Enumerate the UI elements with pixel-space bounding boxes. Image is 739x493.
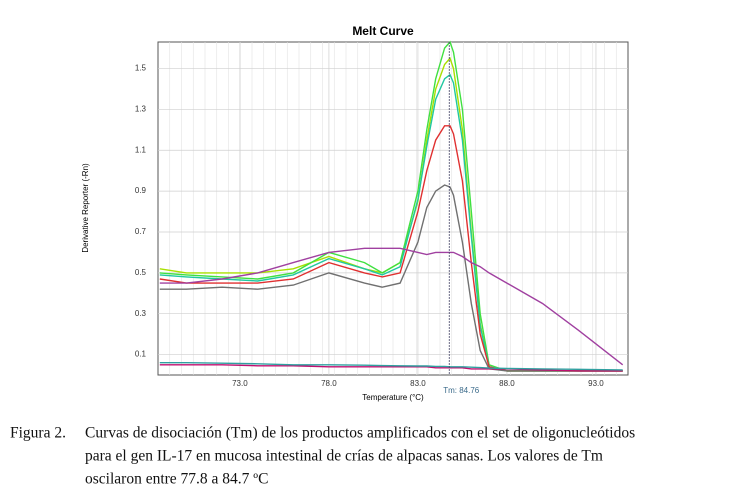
caption-line: oscilaron entre 77.8 a 84.7 ºC xyxy=(85,471,268,488)
x-tick-label: 78.0 xyxy=(321,379,337,388)
melt-curve xyxy=(159,40,623,372)
caption-label: Figura 2. xyxy=(10,425,66,442)
chart-title: Melt Curve xyxy=(352,24,414,38)
y-tick-label: 1.3 xyxy=(135,105,147,114)
y-tick-label: 0.9 xyxy=(135,186,147,195)
x-tick-label: 93.0 xyxy=(588,379,604,388)
y-tick-label: 0.7 xyxy=(135,227,147,236)
x-tick-label: 83.0 xyxy=(410,379,426,388)
y-tick-label: 0.5 xyxy=(135,268,147,277)
tm-label: Tm: 84.76 xyxy=(443,386,480,395)
caption-line: Curvas de disociación (Tm) de los produc… xyxy=(85,425,635,442)
melt-curve xyxy=(159,247,624,366)
caption-line: para el gen IL-17 en mucosa intestinal d… xyxy=(85,448,603,465)
melt-curve xyxy=(159,362,623,371)
y-axis-label: Derivative Reporter (-Rn) xyxy=(81,163,90,253)
x-tick-label: 73.0 xyxy=(232,379,248,388)
y-tick-label: 0.3 xyxy=(135,309,147,318)
y-tick-label: 1.1 xyxy=(135,145,147,154)
x-tick-label: 88.0 xyxy=(499,379,515,388)
x-axis-label: Temperature (°C) xyxy=(362,393,424,402)
y-tick-label: 1.5 xyxy=(135,64,147,73)
y-tick-label: 0.1 xyxy=(135,350,147,359)
